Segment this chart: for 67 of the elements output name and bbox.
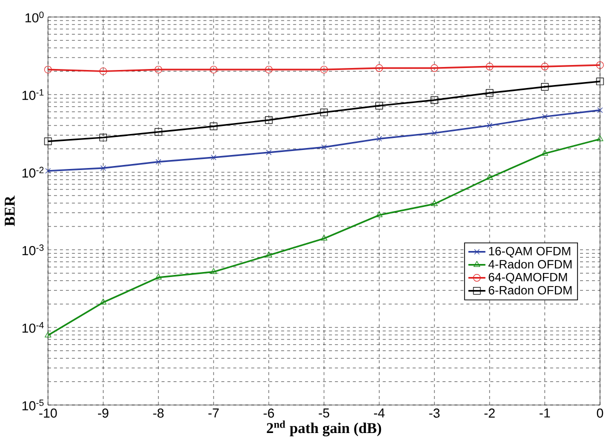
point xyxy=(44,138,52,146)
point xyxy=(99,67,107,76)
point xyxy=(45,168,51,174)
point xyxy=(541,150,548,156)
point xyxy=(44,332,52,338)
point xyxy=(265,116,273,124)
point xyxy=(210,268,217,274)
x-tick-label: -10 xyxy=(39,408,57,418)
point xyxy=(155,274,162,280)
point xyxy=(156,159,162,165)
point xyxy=(430,96,438,104)
point xyxy=(210,154,216,160)
legend-label: 16-QAM OFDM xyxy=(489,246,570,258)
x-tick-label: 0 xyxy=(596,408,604,418)
legend-label: 4-Radon OFDM xyxy=(488,260,572,268)
point xyxy=(100,165,106,171)
point xyxy=(541,62,549,70)
x-tick-label: -2 xyxy=(484,408,495,418)
point xyxy=(596,135,604,142)
x-tick-label: -9 xyxy=(98,408,108,418)
point xyxy=(210,122,218,130)
point xyxy=(154,128,162,136)
y-tick-label: 10$^{0}$ xyxy=(26,12,44,22)
x-tick-label: -7 xyxy=(208,408,219,418)
point xyxy=(486,62,494,70)
point xyxy=(376,136,382,142)
point xyxy=(99,134,107,142)
y-tick-label: 10$^{-4}$ xyxy=(22,322,44,333)
point xyxy=(486,174,493,180)
point xyxy=(266,150,272,156)
point xyxy=(320,66,328,74)
legend-label: 6-Radon OFDM xyxy=(488,286,572,294)
point xyxy=(432,130,438,136)
y-tick-label: 10$^{-1}$ xyxy=(22,89,44,100)
y-tick-label: 10$^{-2}$ xyxy=(22,166,44,178)
point xyxy=(597,107,603,113)
point xyxy=(100,298,107,304)
x-tick-label: -5 xyxy=(318,408,330,418)
point xyxy=(376,211,383,218)
point xyxy=(375,102,383,110)
point xyxy=(541,83,549,91)
x-tick-label: -6 xyxy=(264,408,274,418)
point xyxy=(430,64,438,72)
point xyxy=(486,89,494,97)
point xyxy=(596,61,604,69)
x-tick-label: -4 xyxy=(374,408,385,418)
point xyxy=(320,108,328,116)
point xyxy=(596,78,604,86)
point xyxy=(542,114,548,120)
point xyxy=(321,144,327,150)
y-tick-label: 10$^{-3}$ xyxy=(22,244,44,256)
point xyxy=(375,64,383,72)
y-axis-title: BER xyxy=(4,196,15,226)
point xyxy=(154,66,162,74)
x-tick-label: -8 xyxy=(153,408,164,418)
point xyxy=(431,200,438,206)
point xyxy=(44,66,52,74)
x-axis-title: 2$^{nd}$ path gain (dB) xyxy=(266,420,382,436)
legend-label: 64-QAMOFDM xyxy=(488,272,567,284)
y-tick-label: 10$^{-5}$ xyxy=(22,400,44,410)
x-tick-label: -1 xyxy=(540,408,550,418)
point xyxy=(486,122,492,128)
point xyxy=(265,251,272,258)
point xyxy=(210,66,218,74)
point xyxy=(320,234,328,241)
point xyxy=(265,66,273,74)
x-tick-label: -3 xyxy=(429,408,440,418)
